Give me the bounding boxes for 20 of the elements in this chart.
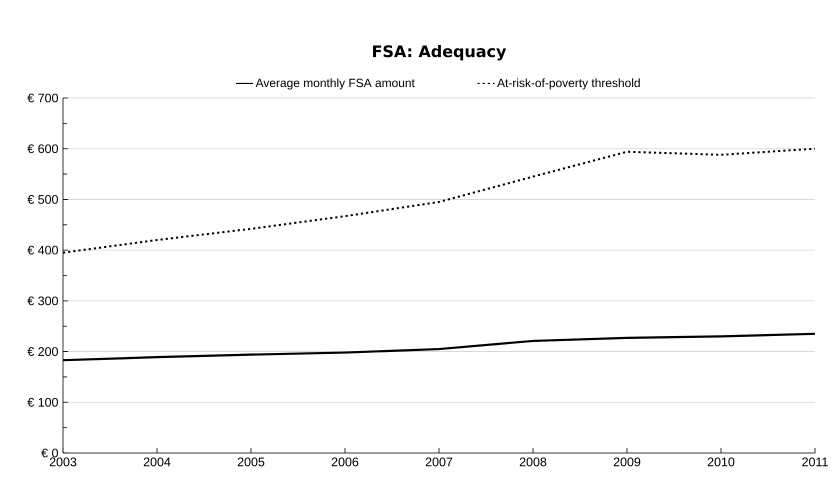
- x-tick-label: 2009: [614, 458, 640, 466]
- x-tick-label: 2010: [708, 458, 734, 466]
- x-tick-label: 2004: [144, 458, 170, 466]
- chart-title: FSA: Adequacy: [373, 44, 506, 60]
- y-tick-label: € 100: [27, 398, 58, 407]
- x-tick-label: 2005: [238, 458, 264, 466]
- y-tick-label: € 600: [27, 144, 58, 154]
- y-tick-label: € 700: [27, 94, 58, 102]
- x-tick-label: 2006: [332, 458, 358, 466]
- y-tick-label: € 0: [41, 448, 58, 458]
- x-tick-label: 2011: [802, 458, 828, 466]
- x-tick-label: 2008: [520, 458, 546, 466]
- y-tick-label: € 400: [27, 246, 58, 255]
- legend-label: Average monthly FSA amount: [256, 78, 415, 90]
- y-tick-label: € 200: [27, 347, 58, 356]
- x-tick-label: 2007: [426, 458, 452, 466]
- legend-label: At-risk-of-poverty threshold: [497, 78, 640, 90]
- y-tick-label: € 300: [27, 296, 58, 306]
- x-tick-label: 2003: [50, 458, 76, 466]
- y-tick-label: € 500: [27, 195, 58, 204]
